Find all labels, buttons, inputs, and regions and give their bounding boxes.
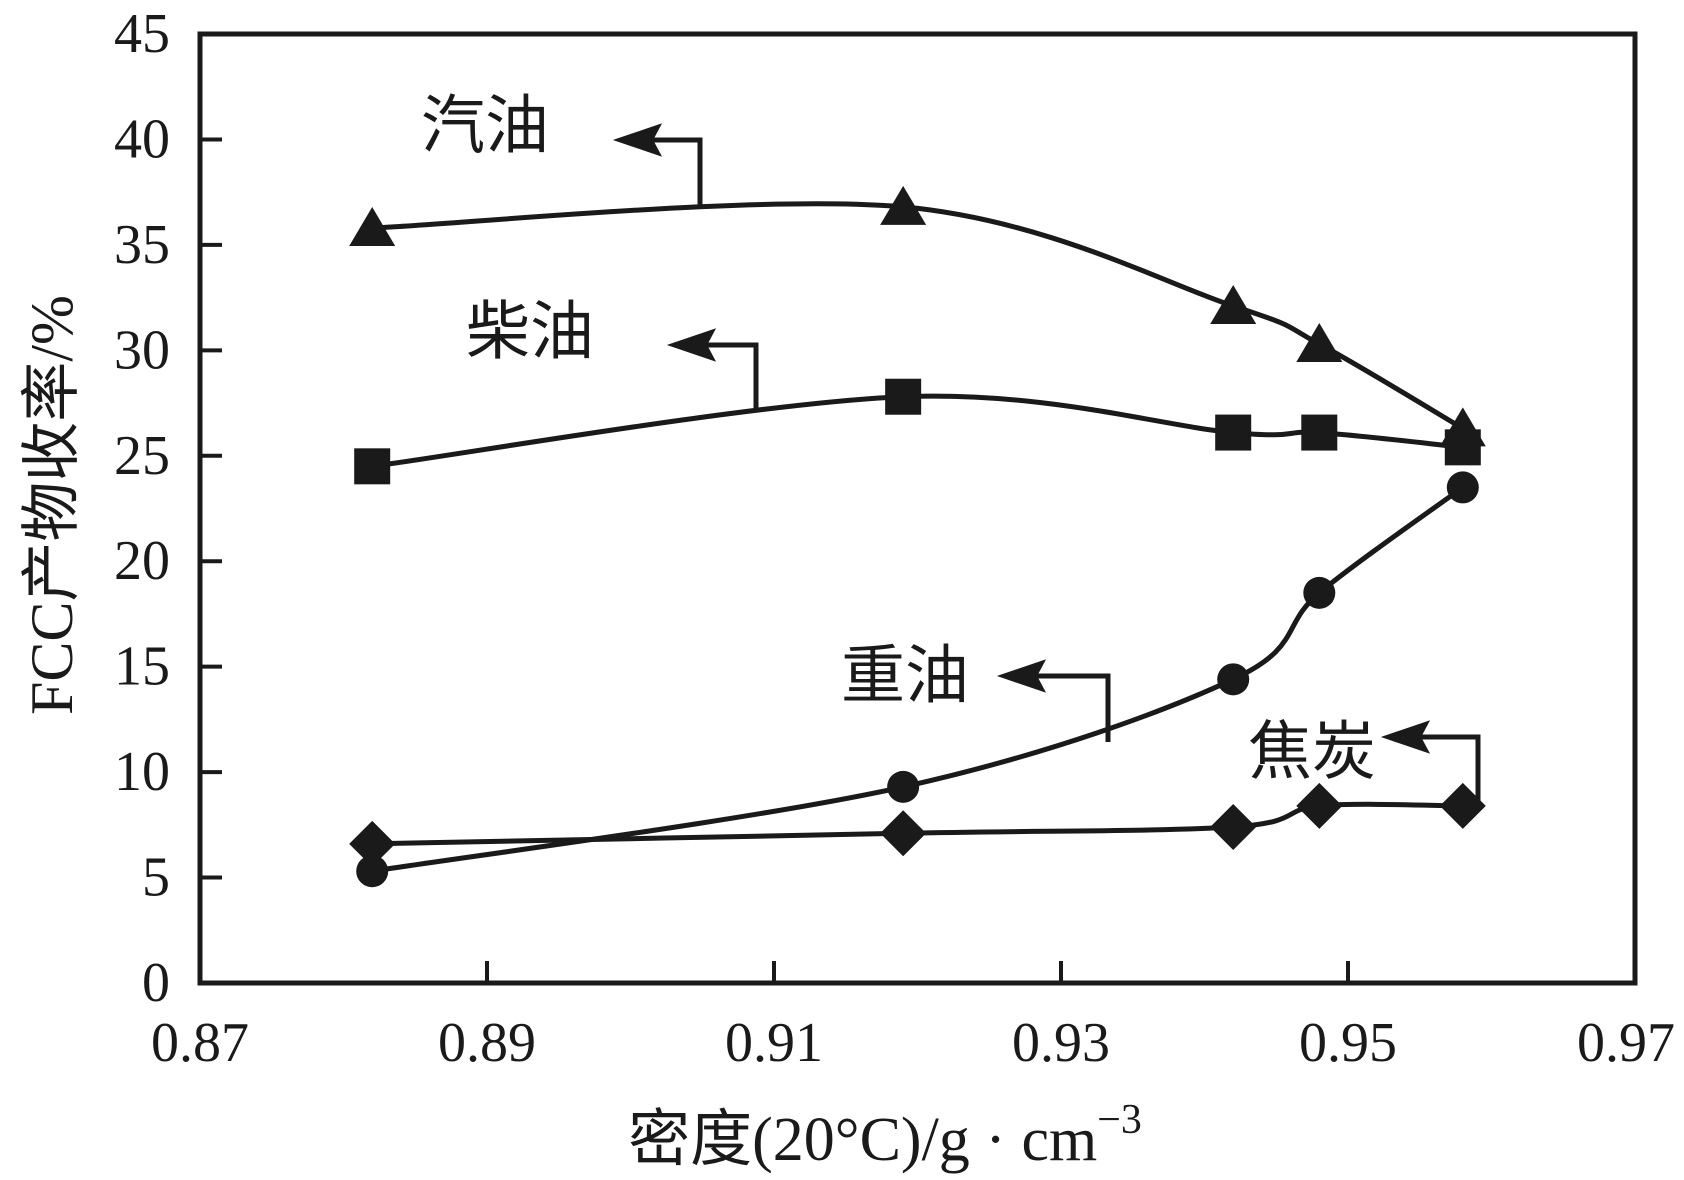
annotation-leader-line bbox=[1036, 673, 1111, 742]
marker-circle bbox=[1446, 471, 1479, 504]
arrowhead-left-icon bbox=[666, 328, 717, 362]
marker-circle bbox=[887, 770, 920, 803]
marker-square bbox=[1215, 414, 1252, 451]
series-label-3: 重油 bbox=[841, 641, 969, 712]
arrowhead-left-icon bbox=[996, 659, 1047, 693]
y-tick-label: 35 bbox=[114, 214, 170, 276]
marker-triangle bbox=[1296, 323, 1343, 363]
arrowhead-left-icon bbox=[612, 123, 663, 157]
x-tick-label: 0.97 bbox=[1577, 1012, 1675, 1074]
y-tick-label: 40 bbox=[114, 108, 170, 170]
x-tick-label: 0.91 bbox=[725, 1012, 823, 1074]
y-tick-label: 20 bbox=[114, 530, 170, 592]
marker-square bbox=[1444, 429, 1481, 466]
series-label-1: 汽油 bbox=[421, 91, 549, 162]
arrowhead-left-icon bbox=[1380, 720, 1431, 754]
marker-diamond bbox=[880, 810, 927, 857]
series-label-4: 焦炭 bbox=[1248, 717, 1376, 788]
plot-frame bbox=[197, 31, 1638, 986]
marker-diamond bbox=[1439, 782, 1486, 829]
marker-diamond bbox=[1210, 803, 1257, 850]
annotation-leader-line bbox=[706, 342, 759, 412]
y-tick-label: 5 bbox=[142, 847, 170, 909]
y-tick-label: 45 bbox=[114, 3, 170, 65]
marker-triangle bbox=[1210, 285, 1257, 325]
annotation-leader-line bbox=[1420, 734, 1481, 802]
annotation-leader-line bbox=[652, 137, 703, 208]
marker-square bbox=[354, 448, 391, 485]
x-tick-label: 0.87 bbox=[151, 1012, 249, 1074]
marker-diamond bbox=[349, 820, 396, 867]
y-tick-label: 25 bbox=[114, 425, 170, 487]
x-axis-title: 密度(20°C)/g · cm−3 bbox=[628, 1097, 1142, 1174]
marker-circle bbox=[1303, 576, 1336, 609]
y-axis-title: FCC产物收率/% bbox=[19, 295, 85, 715]
series-label-2: 柴油 bbox=[466, 297, 594, 368]
x-tick-label: 0.89 bbox=[438, 1012, 536, 1074]
x-tick-label: 0.93 bbox=[1012, 1012, 1110, 1074]
y-tick-label: 30 bbox=[114, 319, 170, 381]
marker-circle bbox=[356, 855, 389, 888]
x-tick-label: 0.95 bbox=[1299, 1012, 1397, 1074]
marker-triangle bbox=[880, 185, 927, 225]
marker-diamond bbox=[1296, 782, 1343, 829]
marker-square bbox=[1301, 414, 1338, 451]
y-tick-label: 15 bbox=[114, 636, 170, 698]
series-line-circle bbox=[371, 485, 1465, 874]
y-tick-label: 10 bbox=[114, 741, 170, 803]
y-tick-label: 0 bbox=[142, 952, 170, 1014]
marker-triangle bbox=[349, 207, 396, 247]
marker-circle bbox=[1217, 663, 1250, 696]
marker-square bbox=[885, 378, 922, 415]
